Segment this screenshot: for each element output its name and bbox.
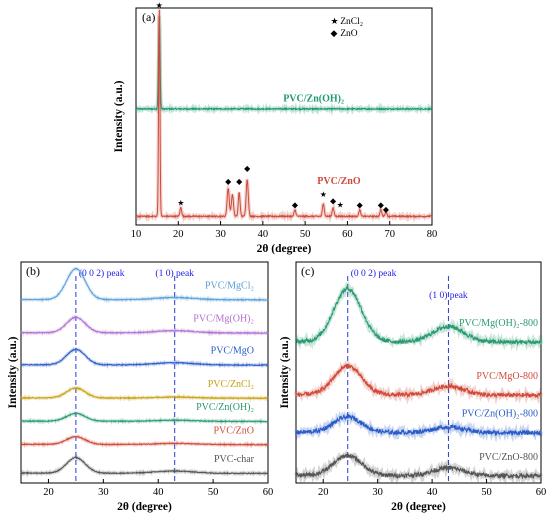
panel-c-peak-lines: (0 0 2) peak (1 0) peak xyxy=(347,268,468,483)
panel-b-series-line xyxy=(20,435,269,447)
panel-b-series-label: PVC/Zn(OH)₂ xyxy=(196,402,254,413)
panel-b-series-line xyxy=(20,412,269,423)
panel-c-x-tick-label: 60 xyxy=(536,487,547,498)
panel-a: (a) 10 20 30 40 50 60 70 80 PVC/Zn(OH)₂PVC/ZnO … xyxy=(113,1,437,255)
panel-b-series-line xyxy=(20,456,269,475)
panel-c-x-axis-title: 2θ (degree) xyxy=(391,501,446,513)
panel-c-x-ticks: 20 30 40 50 60 xyxy=(318,479,546,498)
panel-c-peak-label: (0 0 2) peak xyxy=(351,268,397,279)
panel-a-y-axis-title: Intensity (a.u.) xyxy=(113,80,125,152)
panel-a-x-tick-label: 30 xyxy=(215,229,226,240)
panel-b-series-line xyxy=(20,387,269,400)
panel-c-x-tick-label: 20 xyxy=(318,487,329,498)
panel-a-x-tick-label: 20 xyxy=(173,229,184,240)
panel-c-x-tick-label: 40 xyxy=(427,487,438,498)
panel-c: (c) 20 30 40 50 60 (0 0 2) peak (1 0) peak PV… xyxy=(279,261,546,513)
zno-diamond-marker: ◆ xyxy=(236,177,243,186)
panel-c-series-line xyxy=(295,453,542,480)
panel-a-markers: ★★◆ ◆◆◆★◆ ★ ◆ ◆◆ xyxy=(156,1,390,214)
panel-c-series-halo xyxy=(294,280,543,352)
zno-diamond-marker: ◆ xyxy=(292,201,299,210)
panel-a-series-halo xyxy=(134,9,434,224)
panel-c-series-line xyxy=(295,285,542,346)
panel-b-series-label: PVC/MgCl₂ xyxy=(205,281,254,292)
panel-b-x-tick-label: 30 xyxy=(98,487,109,498)
panel-b-x-tick-label: 50 xyxy=(208,487,219,498)
zncl2-star-marker: ★ xyxy=(320,190,327,199)
zno-diamond-marker: ◆ xyxy=(378,201,385,210)
panel-a-x-tick-label: 10 xyxy=(131,229,142,240)
panel-c-letter: (c) xyxy=(301,264,314,278)
legend-marker: ◆ xyxy=(331,28,338,38)
panel-b: (b) 20 30 40 50 60 (0 0 2) peak (1 0) peak PV… xyxy=(7,261,273,513)
panel-b-series-label: PVC/ZnCl₂ xyxy=(208,379,254,390)
panel-b-series-line xyxy=(20,267,269,302)
panel-b-series-label: PVC-char xyxy=(214,454,255,465)
panel-b-x-axis-title: 2θ (degree) xyxy=(117,501,172,513)
panel-a-legend: ★ ZnCl₂◆ ZnO xyxy=(331,16,364,39)
panel-b-x-tick-label: 60 xyxy=(263,487,274,498)
panel-b-peak-label: (1 0) peak xyxy=(155,268,194,279)
panel-a-frame xyxy=(135,7,433,226)
panel-c-x-tick-label: 30 xyxy=(372,487,383,498)
panel-b-series-label: PVC/MgO xyxy=(211,346,254,357)
panel-b-x-tick-label: 20 xyxy=(43,487,54,498)
panel-c-frame xyxy=(295,261,542,484)
panel-a-x-tick-label: 70 xyxy=(384,229,395,240)
legend-marker: ★ xyxy=(331,16,339,26)
panel-b-series-line xyxy=(20,316,269,335)
zno-diamond-marker: ◆ xyxy=(383,205,390,214)
zno-diamond-marker: ◆ xyxy=(357,201,364,210)
panel-c-series-line xyxy=(295,363,542,400)
panel-c-series-label: PVC/Zn(OH)₂-800 xyxy=(462,409,538,420)
panel-c-series-label: PVC/Mg(OH)₂-800 xyxy=(459,318,538,329)
panel-b-x-tick-label: 40 xyxy=(153,487,164,498)
panel-a-x-tick-label: 50 xyxy=(300,229,311,240)
panel-a-letter: (a) xyxy=(142,10,155,24)
legend-label: ZnO xyxy=(340,29,358,39)
zno-diamond-marker: ◆ xyxy=(244,164,251,173)
panel-a-x-tick-label: 60 xyxy=(342,229,353,240)
panel-b-frame xyxy=(20,261,269,484)
panel-c-y-axis-title: Intensity (a.u.) xyxy=(279,336,291,408)
panel-a-series-label: PVC/Zn(OH)₂ xyxy=(283,93,344,104)
panel-b-peak-lines: (0 0 2) peak (1 0) peak xyxy=(75,268,194,483)
panel-c-x-tick-label: 50 xyxy=(481,487,492,498)
panel-a-x-tick-label: 80 xyxy=(427,229,438,240)
panel-c-series-line xyxy=(295,414,542,437)
panel-b-peak-label: (0 0 2) peak xyxy=(79,268,125,279)
panel-a-series-label: PVC/ZnO xyxy=(317,176,361,187)
panel-b-y-axis-title: Intensity (a.u.) xyxy=(7,336,19,408)
panel-a-x-ticks: 10 20 30 40 50 60 70 80 xyxy=(131,221,438,240)
panel-b-x-ticks: 20 30 40 50 60 xyxy=(43,479,273,498)
panel-b-series-line xyxy=(20,348,269,367)
zncl2-star-marker: ★ xyxy=(337,201,344,210)
panel-b-series-label: PVC/ZnO xyxy=(213,425,254,436)
legend-label: ZnCl₂ xyxy=(340,17,363,27)
zno-diamond-marker: ◆ xyxy=(225,177,232,186)
zncl2-star-marker: ★ xyxy=(156,1,163,10)
panel-a-series: PVC/Zn(OH)₂ PVC/ZnO xyxy=(134,9,434,224)
panel-a-series-line xyxy=(135,15,433,112)
panel-c-peak-label: (1 0) peak xyxy=(429,290,468,301)
zncl2-star-marker: ★ xyxy=(177,198,184,207)
panel-a-x-tick-label: 40 xyxy=(258,229,269,240)
zno-diamond-marker: ◆ xyxy=(330,196,337,205)
panel-b-series: PVC/MgCl₂ PVC/Mg(OH)₂ PVC/MgO PVC/ZnCl₂ PVC/… xyxy=(19,266,270,478)
panel-a-x-axis-title: 2θ (degree) xyxy=(257,243,312,255)
panel-c-series-label: PVC/MgO-800 xyxy=(476,371,538,382)
panel-c-series: PVC/Mg(OH)₂-800 PVC/MgO-800 PVC/Zn(OH)₂-80… xyxy=(294,280,543,486)
panel-c-series-label: PVC/ZnO-800 xyxy=(479,452,538,463)
panel-b-series-label: PVC/Mg(OH)₂ xyxy=(193,314,254,325)
panel-a-series-line xyxy=(135,9,433,219)
panel-b-letter: (b) xyxy=(26,264,40,278)
